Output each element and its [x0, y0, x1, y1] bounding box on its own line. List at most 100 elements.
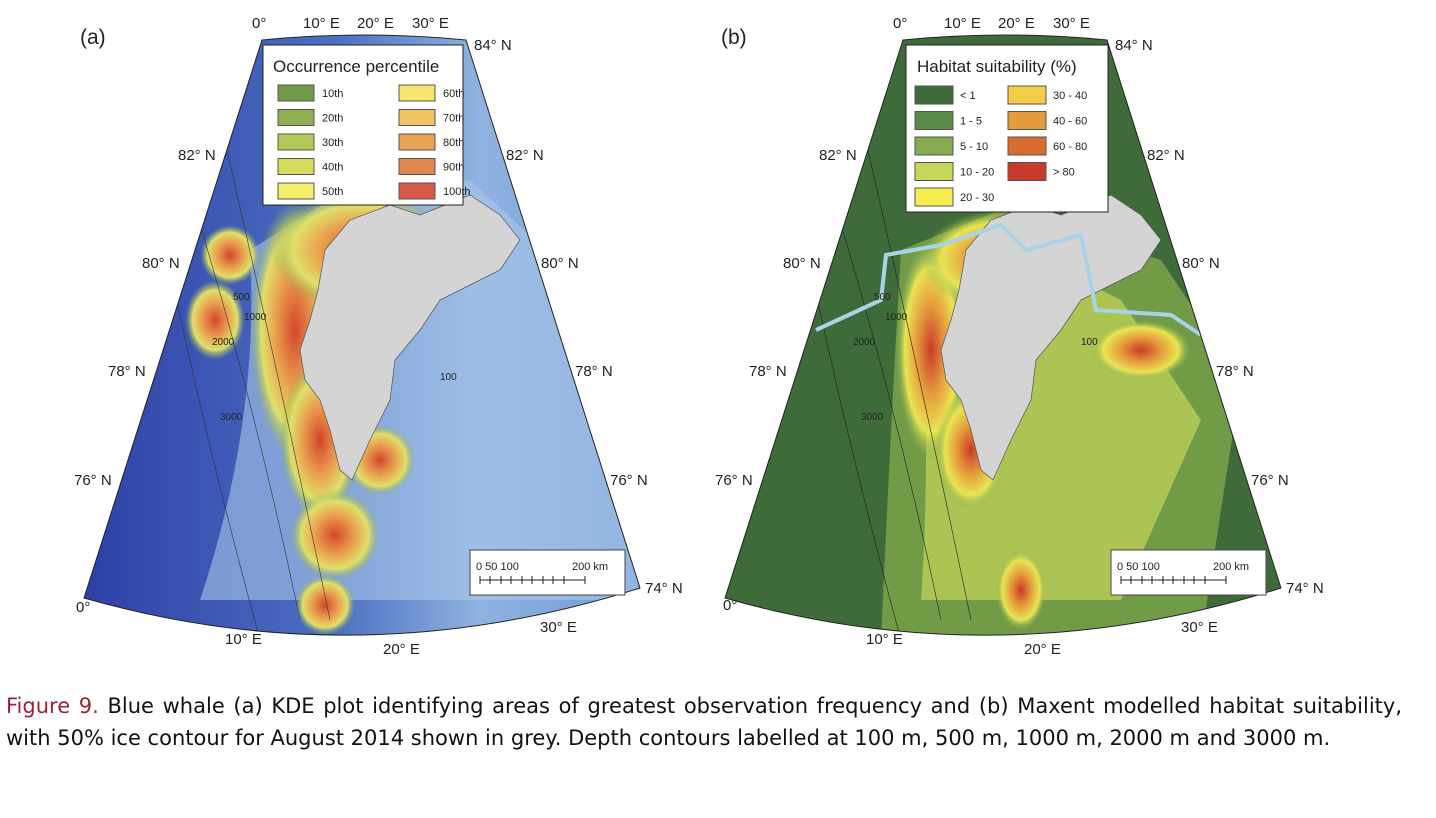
- scale-bar: 0 50 100 200 km: [469, 549, 626, 596]
- legend-label: < 1: [960, 90, 976, 102]
- contour-label: 3000: [861, 412, 884, 423]
- legend-label: 70th: [443, 113, 464, 125]
- caption-text: Blue whale (a) KDE plot identifying area…: [6, 694, 1402, 750]
- contour-label: 100: [1081, 337, 1098, 348]
- axis-bottom-10e: 10° E: [225, 631, 262, 648]
- legend-title: Occurrence percentile: [273, 57, 439, 76]
- legend-swatch: [1007, 85, 1047, 105]
- axis-left-78n: 78° N: [108, 363, 146, 380]
- axis-right-78n: 78° N: [575, 363, 613, 380]
- axis-bottom-10e: 10° E: [866, 631, 903, 648]
- panel-label-b: (b): [721, 26, 747, 49]
- contour-label: 1000: [244, 312, 267, 323]
- axis-top-10e: 10° E: [944, 15, 981, 32]
- legend-label: 5 - 10: [960, 141, 988, 153]
- legend-swatch: [398, 133, 436, 151]
- legend-swatch: [277, 133, 315, 151]
- contour-label: 3000: [220, 412, 243, 423]
- svg-text:0 50 100: 0 50 100: [1117, 561, 1160, 573]
- axis-left-80n: 80° N: [142, 255, 180, 272]
- legend-label: 50th: [322, 186, 343, 198]
- contour-label: 500: [233, 292, 250, 303]
- axis-right-76n: 76° N: [610, 472, 648, 489]
- axis-bottom-0: 0°: [76, 599, 90, 616]
- axis-right-84n: 84° N: [1115, 37, 1153, 54]
- svg-text:200 km: 200 km: [1213, 561, 1249, 573]
- legend-label: 80th: [443, 137, 464, 149]
- legend-label: 100th: [443, 186, 471, 198]
- legend-swatch: [277, 158, 315, 175]
- legend-label: 60 - 80: [1053, 141, 1087, 153]
- legend-label: 10 - 20: [960, 167, 994, 179]
- legend-swatch: [398, 182, 436, 200]
- axis-right-80n: 80° N: [541, 255, 579, 272]
- contour-label: 2000: [212, 337, 235, 348]
- contour-label: 500: [874, 292, 891, 303]
- legend-swatch: [914, 162, 954, 181]
- axis-top-30e: 30° E: [412, 15, 449, 32]
- legend-swatch: [277, 84, 315, 102]
- axis-bottom-20e: 20° E: [1024, 641, 1061, 658]
- figure-9-maps: (a) Occurrence percentile 0° 10° E 20° E…: [74, 15, 1324, 658]
- ice-contour-line: [815, 222, 1203, 337]
- axis-top-20e: 20° E: [998, 15, 1035, 32]
- axis-bottom-20e: 20° E: [383, 641, 420, 658]
- axis-bottom-30e: 30° E: [1181, 619, 1218, 636]
- legend-swatch: [914, 136, 954, 156]
- panel-label-a: (a): [80, 26, 106, 49]
- axis-left-76n: 76° N: [74, 472, 112, 489]
- legend-title: Habitat suitability (%): [917, 57, 1077, 76]
- legend-swatch: [1007, 162, 1047, 181]
- axis-left-76n: 76° N: [715, 472, 753, 489]
- legend-label: 30 - 40: [1053, 90, 1087, 102]
- axis-right-82n: 82° N: [1147, 147, 1185, 164]
- legend-label: 60th: [443, 88, 464, 100]
- axis-left-78n: 78° N: [749, 363, 787, 380]
- axis-bottom-30e: 30° E: [540, 619, 577, 636]
- legend-swatch: [398, 84, 436, 102]
- contour-label: 100: [440, 372, 457, 383]
- axis-top-0: 0°: [893, 15, 907, 32]
- legend-swatch: [277, 182, 315, 200]
- legend-label: 20th: [322, 113, 343, 125]
- axis-left-82n: 82° N: [178, 147, 216, 164]
- axis-right-74n: 74° N: [1286, 580, 1324, 597]
- axis-top-30e: 30° E: [1053, 15, 1090, 32]
- legend-swatch: [914, 187, 954, 207]
- legend-label: 40 - 60: [1053, 116, 1087, 128]
- axis-top-0: 0°: [252, 15, 266, 32]
- axis-right-80n: 80° N: [1182, 255, 1220, 272]
- axis-left-80n: 80° N: [783, 255, 821, 272]
- panel-b-map: (b) Habitat suitability (%) 0° 10° E 20°…: [715, 15, 1324, 658]
- legend-label: 1 - 5: [960, 116, 982, 128]
- legend-swatch: [914, 85, 954, 105]
- svg-text:200 km: 200 km: [572, 561, 608, 573]
- figure-caption: Figure 9. Blue whale (a) KDE plot identi…: [6, 690, 1402, 754]
- panel-a-map: (a) Occurrence percentile 0° 10° E 20° E…: [74, 15, 683, 658]
- axis-right-78n: 78° N: [1216, 363, 1254, 380]
- svg-text:0 50 100: 0 50 100: [476, 561, 519, 573]
- legend-label: 30th: [322, 137, 343, 149]
- axis-bottom-0: 0°: [723, 597, 737, 614]
- legend-swatch: [398, 158, 436, 175]
- legend-swatch: [398, 109, 436, 126]
- legend-label: 10th: [322, 88, 343, 100]
- legend-swatch: [1007, 111, 1047, 130]
- legend-swatch: [277, 109, 315, 126]
- figure-number: Figure 9.: [6, 694, 99, 718]
- axis-right-76n: 76° N: [1251, 472, 1289, 489]
- legend-swatch: [1007, 136, 1047, 156]
- axis-right-84n: 84° N: [474, 37, 512, 54]
- axis-right-74n: 74° N: [645, 580, 683, 597]
- contour-label: 2000: [853, 337, 876, 348]
- scale-bar: 0 50 100 200 km: [1110, 549, 1267, 596]
- legend-label: 20 - 30: [960, 192, 994, 204]
- axis-top-20e: 20° E: [357, 15, 394, 32]
- legend-label: 40th: [322, 162, 343, 174]
- axis-top-10e: 10° E: [303, 15, 340, 32]
- contour-label: 1000: [885, 312, 908, 323]
- legend-label: > 80: [1053, 167, 1075, 179]
- axis-right-82n: 82° N: [506, 147, 544, 164]
- legend-swatch: [914, 111, 954, 130]
- axis-left-82n: 82° N: [819, 147, 857, 164]
